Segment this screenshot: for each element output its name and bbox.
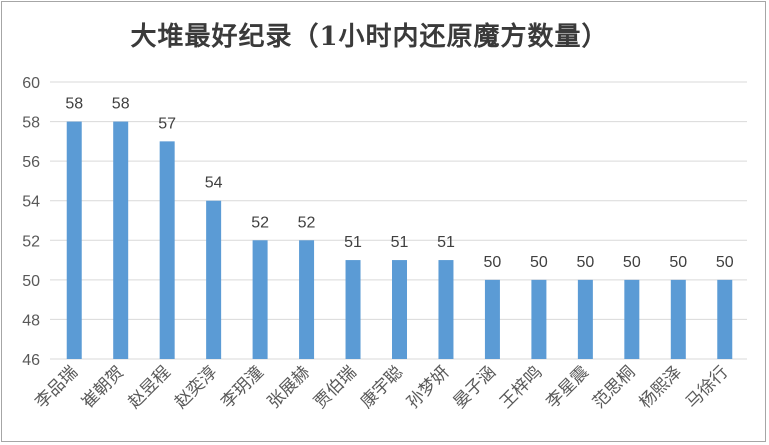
y-tick-label: 56	[22, 154, 40, 171]
x-tick-label: 孙梦妍	[403, 362, 452, 411]
y-tick-label: 52	[22, 233, 40, 250]
x-tick-label: 李品瑞	[32, 362, 81, 411]
bar	[299, 240, 315, 359]
x-tick-label: 杨熙泽	[636, 362, 685, 411]
bar	[717, 279, 733, 359]
data-label: 50	[716, 254, 734, 271]
bar	[577, 279, 593, 359]
x-tick-label: 张展赫	[264, 362, 313, 411]
bar	[484, 279, 500, 359]
bar	[624, 279, 640, 359]
x-tick-label: 李星震	[543, 362, 592, 411]
y-tick-label: 58	[22, 115, 40, 132]
bar	[531, 279, 547, 359]
bar	[392, 260, 407, 359]
data-label: 52	[298, 214, 316, 231]
chart-title: 大堆最好纪录（1小时内还原魔方数量）	[130, 22, 609, 52]
x-tick-label: 晏子涵	[450, 362, 499, 411]
bar	[345, 260, 361, 359]
data-labels: 58 58 57 54 52 52 51 51 51 50 50 50 50 50 50	[65, 96, 733, 271]
y-tick-label: 50	[22, 273, 40, 290]
data-label: 50	[623, 254, 641, 271]
y-tick-label: 54	[22, 194, 40, 211]
x-tick-label: 马徐行	[682, 362, 731, 411]
data-label: 57	[158, 115, 176, 132]
bar	[66, 121, 82, 359]
x-tick-label: 贾伯瑞	[310, 362, 359, 411]
data-label: 58	[65, 96, 83, 113]
y-tick-label: 60	[22, 75, 40, 92]
bar	[438, 260, 454, 359]
x-tick-label: 范思桐	[589, 362, 638, 411]
x-tick-label: 崔朝贺	[78, 362, 127, 411]
data-label: 58	[112, 96, 130, 113]
data-label: 50	[576, 254, 594, 271]
data-label: 50	[669, 254, 687, 271]
x-tick-label: 李玥潼	[217, 362, 266, 411]
x-tick-label: 王梓鸣	[496, 362, 545, 411]
data-label: 51	[391, 234, 409, 251]
x-axis-ticks: 李品瑞崔朝贺赵昱程赵奕淳李玥潼张展赫贾伯瑞康宇聪孙梦妍晏子涵王梓鸣李星震范思桐杨…	[32, 362, 732, 411]
data-label: 51	[437, 234, 455, 251]
y-tick-label: 48	[22, 312, 40, 329]
x-tick-label: 赵昱程	[124, 362, 173, 411]
y-axis-ticks: 46 48 50 52 54 56 58 60	[22, 75, 40, 369]
bar	[670, 279, 686, 359]
bar	[113, 121, 129, 359]
data-label: 52	[251, 214, 269, 231]
data-label: 54	[205, 175, 223, 192]
bars	[66, 121, 733, 359]
data-label: 50	[530, 254, 548, 271]
data-label: 51	[344, 234, 362, 251]
x-tick-label: 康宇聪	[357, 362, 406, 411]
data-label: 50	[484, 254, 502, 271]
bar	[252, 240, 268, 359]
x-tick-label: 赵奕淳	[171, 362, 220, 411]
bar	[159, 141, 175, 359]
y-tick-label: 46	[22, 352, 40, 369]
bar	[206, 200, 222, 359]
